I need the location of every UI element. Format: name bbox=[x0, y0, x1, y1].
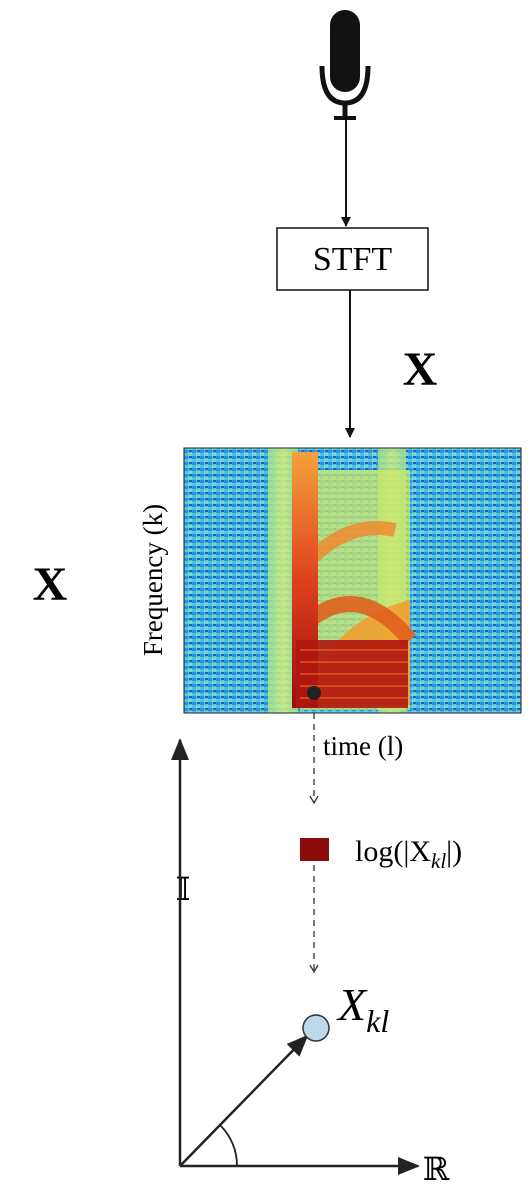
y-axis-label: Frequency (k) bbox=[138, 504, 168, 656]
legend-prefix: log(|X bbox=[355, 835, 431, 868]
selected-bin bbox=[307, 686, 321, 700]
microphone-icon bbox=[319, 10, 371, 120]
spectrogram bbox=[184, 448, 521, 713]
legend-suffix: |) bbox=[446, 835, 462, 868]
magnitude-legend: log(|Xkl|) bbox=[355, 835, 462, 873]
stft-box bbox=[276, 227, 429, 291]
imaginary-axis-label: 𝕀 bbox=[176, 871, 191, 907]
complex-point bbox=[302, 1014, 330, 1042]
real-axis-label: ℝ bbox=[423, 1151, 450, 1187]
point-base: X bbox=[336, 979, 368, 1030]
spectrogram-frame bbox=[183, 447, 522, 714]
point-subscript: kl bbox=[366, 1003, 389, 1039]
phasor-arrow bbox=[179, 1034, 309, 1167]
legend-subscript: kl bbox=[431, 849, 446, 873]
stft-label: STFT bbox=[313, 241, 393, 278]
phase-angle-arc bbox=[219, 1124, 238, 1167]
matrix-label: X bbox=[33, 558, 68, 611]
magnitude-swatch bbox=[300, 838, 329, 861]
complex-point-label: Xkl bbox=[336, 979, 389, 1039]
signal-label: X bbox=[403, 343, 438, 396]
x-axis-label: time (l) bbox=[323, 731, 403, 761]
